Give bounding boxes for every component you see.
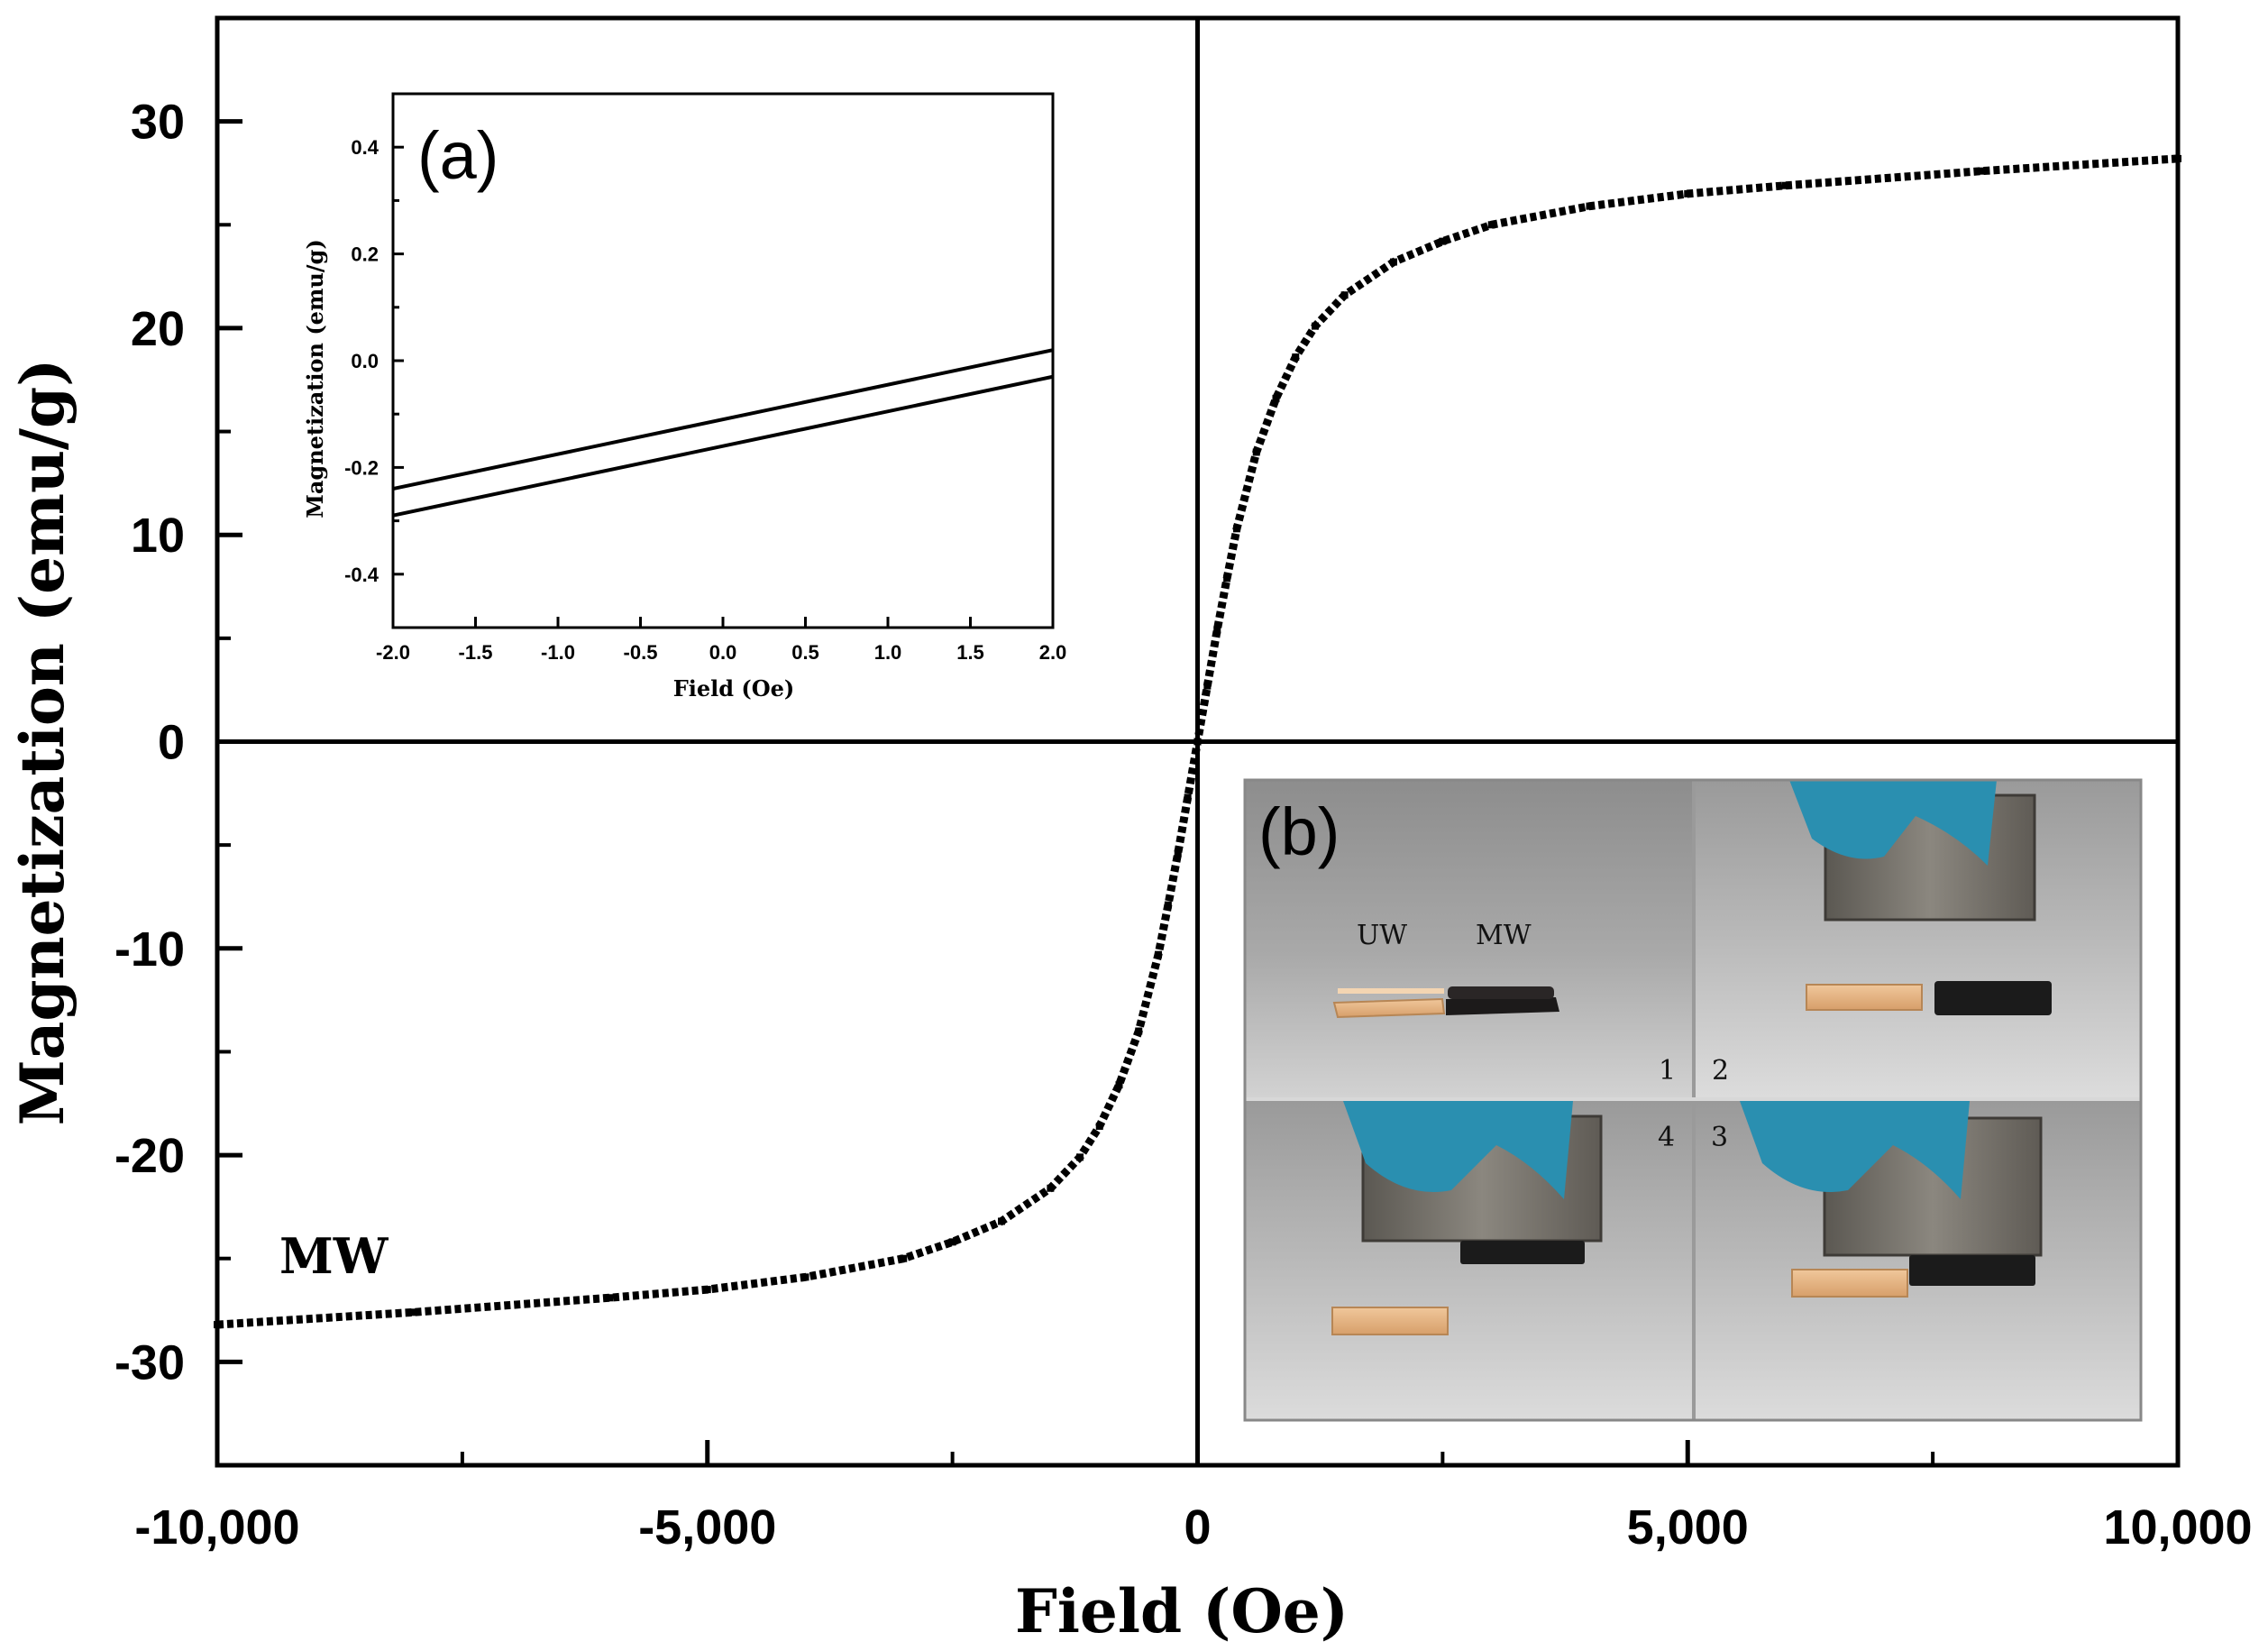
inset-y-tick-label: 0.2 (351, 243, 379, 266)
data-point (1223, 574, 1231, 582)
y-tick-label: 10 (131, 509, 185, 563)
photo-frame-number-2: 2 (1712, 1055, 1729, 1087)
inset-a-x-title: Field (Oe) (673, 675, 795, 702)
data-point (1184, 793, 1192, 802)
sample-annotation: MW (279, 1227, 389, 1285)
data-point (1439, 237, 1447, 245)
y-tick-label: 0 (158, 716, 185, 770)
data-point (1135, 1027, 1143, 1035)
inset-y-tick-label: -0.4 (344, 564, 380, 586)
inset-a: -2.0 -1.5 -1.0 -0.5 0.0 0.5 1.0 1.5 2.0 -0.4 -0.2 0… (302, 92, 1066, 702)
photo-inset-b: UW MW 1 2 4 3 (1243, 778, 2143, 1422)
data-point (1390, 258, 1397, 266)
inset-a-curves (392, 348, 1054, 518)
y-tick-label: 20 (131, 302, 185, 356)
data-point (1233, 525, 1240, 533)
data-point (1684, 189, 1692, 197)
data-point (900, 1254, 908, 1262)
data-point (1076, 1153, 1084, 1161)
data-point (1095, 1122, 1103, 1130)
y-tick-label: -10 (114, 922, 185, 977)
data-point (1272, 394, 1280, 402)
inset-y-tick-label: 0.4 (351, 136, 379, 159)
data-point (1164, 901, 1172, 909)
inset-x-tick-label: -1.5 (459, 641, 493, 664)
inset-x-tick-label: -0.5 (624, 641, 658, 664)
x-tick-label: -5,000 (638, 1500, 776, 1555)
photo-inset-panel-label: (b) (1258, 794, 1340, 869)
inset-x-tick-label: 1.0 (874, 641, 902, 664)
inset-x-tick-label: -2.0 (376, 641, 410, 664)
x-tick-label: 0 (1184, 1500, 1211, 1555)
data-point (214, 1321, 221, 1329)
photo-label-uw: UW (1357, 920, 1407, 951)
data-point (2174, 154, 2181, 162)
data-point (1312, 322, 1319, 330)
y-tick-label: -30 (114, 1335, 185, 1390)
x-tick-label: 10,000 (2103, 1500, 2252, 1555)
data-point (1340, 291, 1349, 299)
data-point (1252, 448, 1260, 456)
main-plot: -10,000 -5,000 0 5,000 10,000 -30 -20 -10 0 10 20 3… (7, 15, 2253, 1646)
data-point (1586, 202, 1594, 210)
inset-x-tick-label: 0.0 (709, 641, 737, 664)
data-point (1978, 167, 1986, 175)
x-tick-label: 5,000 (1627, 1500, 1749, 1555)
photo-frame-number-4: 4 (1658, 1122, 1675, 1153)
y-tick-label: -20 (114, 1129, 185, 1183)
photo-frame-1: UW MW 1 (1245, 780, 1692, 1097)
inset-x-tick-label: 0.5 (791, 641, 819, 664)
inset-curve (392, 348, 1054, 491)
photo-frame-4: 4 (1245, 1101, 1692, 1420)
inset-a-ticks (391, 92, 1055, 629)
inset-a-frame (391, 92, 1055, 629)
data-point (801, 1273, 809, 1281)
data-point (1115, 1081, 1123, 1089)
data-point (1213, 626, 1221, 634)
data-point (1174, 849, 1182, 858)
data-point (1292, 353, 1300, 362)
photo-inset-frame (1243, 778, 2143, 1422)
hysteresis-curve (214, 154, 2181, 1329)
inset-x-tick-label: -1.0 (541, 641, 575, 664)
inset-x-tick-label: 2.0 (1039, 641, 1067, 664)
inset-a-tick-labels: -2.0 -1.5 -1.0 -0.5 0.0 0.5 1.0 1.5 2.0 -0.4 -0.2 0… (344, 136, 1066, 664)
data-point (1782, 181, 1789, 189)
inset-y-tick-label: 0.0 (351, 350, 379, 372)
data-point (1193, 738, 1202, 746)
inset-x-tick-label: 1.5 (956, 641, 984, 664)
data-point (1155, 950, 1162, 958)
data-point (409, 1308, 417, 1316)
photo-frame-3: 3 (1694, 1101, 2141, 1420)
main-axis-ticks (215, 16, 2181, 1467)
data-point (948, 1238, 956, 1246)
photo-frame-number-3: 3 (1711, 1122, 1728, 1153)
data-point (1203, 682, 1212, 690)
data-point (703, 1286, 711, 1294)
data-point (998, 1217, 1005, 1225)
x-tick-label: -10,000 (134, 1500, 299, 1555)
photo-frame-2: 2 (1694, 780, 2141, 1097)
photo-label-mw: MW (1476, 920, 1532, 951)
photo-frame-number-1: 1 (1659, 1055, 1676, 1087)
y-axis-title: Magnetization (emu/g) (7, 359, 78, 1126)
inset-a-y-title: Magnetization (emu/g) (302, 239, 328, 518)
y-tick-label: 30 (131, 96, 185, 150)
inset-curve (392, 374, 1054, 518)
x-axis-title: Field (Oe) (1015, 1576, 1349, 1646)
data-point (606, 1294, 613, 1302)
main-tick-labels: -10,000 -5,000 0 5,000 10,000 -30 -20 -10 0 10 20 3… (114, 96, 2253, 1555)
data-point (1487, 221, 1495, 229)
data-point (1047, 1184, 1055, 1192)
inset-a-panel-label: (a) (417, 118, 498, 193)
inset-y-tick-label: -0.2 (344, 456, 379, 479)
